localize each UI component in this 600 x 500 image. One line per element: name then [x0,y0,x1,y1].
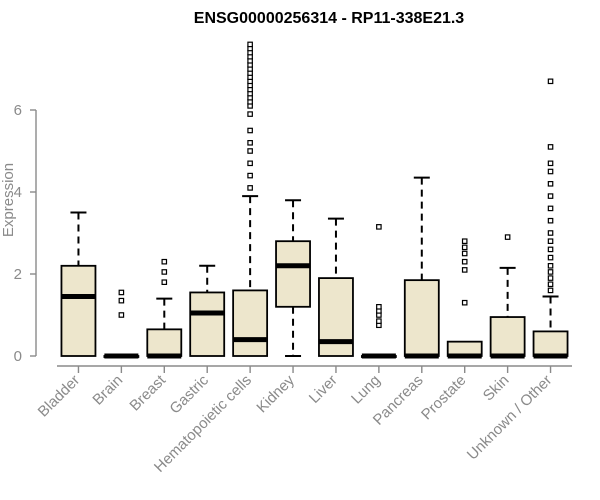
outlier-point [247,41,253,48]
boxplot-group [318,217,354,357]
category-label: Breast [126,371,169,414]
boxplot-group [403,176,440,359]
boxplot-group [360,224,397,359]
y-axis: 0 2 4 6 [14,102,37,365]
category-label: Lung [348,372,384,408]
outlier-point [247,148,253,154]
outlier-point [547,281,554,288]
y-tick-label: 2 [14,266,22,283]
y-tick-label: 6 [14,102,22,119]
y-tick-label: 4 [14,184,22,201]
category-label: Liver [306,372,341,407]
outlier-point [161,279,168,286]
box [232,289,269,357]
outlier-point [461,250,468,257]
outlier-point [547,160,554,167]
outlier-point [118,312,125,318]
outlier-point [547,205,554,212]
category-label: Brain [89,372,126,409]
outlier-point [547,238,554,245]
outlier-point [547,144,554,150]
outlier-point [376,224,382,230]
outlier-point [461,244,468,251]
category-label: Bladder [35,372,84,421]
outlier-point [547,230,554,236]
outlier-point [247,140,253,146]
box [275,240,311,308]
boxplot-group [232,41,269,357]
boxplot-group [103,289,140,359]
outlier-point [376,304,382,310]
box [318,277,354,357]
outlier-point [247,160,253,167]
outlier-point [547,168,554,175]
outlier-point [547,193,554,199]
y-tick-label: 0 [14,348,22,365]
outlier-point [247,185,253,191]
outlier-point [247,111,253,117]
box [60,264,97,357]
outlier-point [247,127,253,134]
y-axis-label: Expression [0,163,17,237]
outlier-point [161,269,168,275]
outlier-point [461,258,468,265]
outlier-point [504,234,511,240]
chart-title: ENSG00000256314 - RP11-338E21.3 [194,10,465,27]
outlier-point [547,275,554,281]
outlier-point [547,263,554,269]
box [146,328,183,357]
box [189,291,226,357]
plot-area [60,41,569,359]
outlier-point [461,238,468,245]
category-label: Skin [480,372,513,405]
boxplot-group [60,211,97,357]
outlier-point [376,318,382,324]
outlier-point [547,181,554,187]
box [403,279,440,357]
outlier-point [547,78,554,85]
boxplot-group [446,238,483,359]
outlier-point [547,269,554,275]
boxplot-group [489,234,526,359]
boxplot-group [275,199,311,357]
outlier-point [247,172,253,179]
box [489,316,526,357]
outlier-point [461,299,468,306]
outlier-point [118,289,125,296]
boxplot-group [532,78,569,359]
category-label: Prostate [418,372,470,424]
outlier-point [161,258,168,265]
outlier-point [547,246,554,253]
outlier-point [547,287,554,294]
outlier-point [547,217,554,224]
outlier-point [461,267,468,273]
box [532,330,569,357]
outlier-point [547,254,554,261]
boxplot-group [189,264,226,357]
boxplot-group [146,258,183,359]
category-label: Kidney [253,371,298,416]
outlier-point [118,297,125,304]
